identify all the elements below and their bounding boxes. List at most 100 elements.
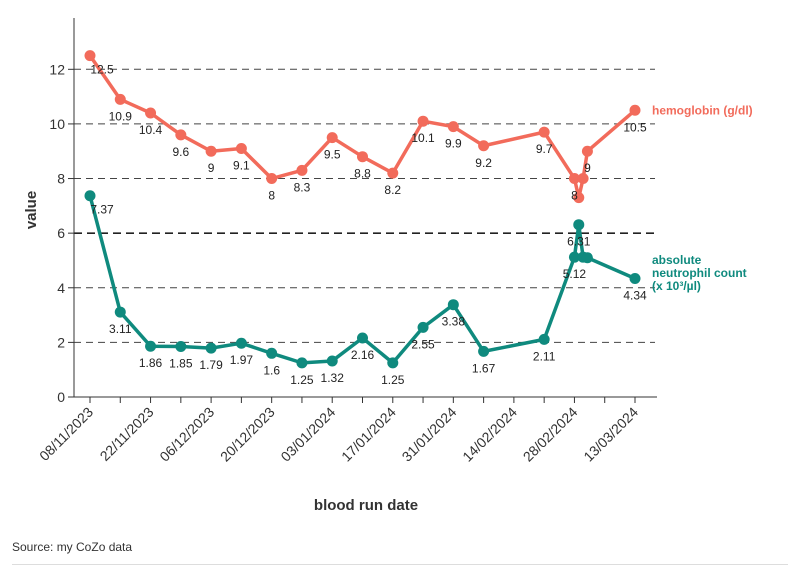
hemoglobin-point bbox=[175, 129, 187, 141]
neutrophil-data-label: 5.12 bbox=[563, 267, 587, 281]
neutrophil-point bbox=[235, 337, 247, 349]
neutrophil-data-label: 3.11 bbox=[109, 322, 132, 336]
neutrophil-point bbox=[205, 342, 217, 354]
neutrophil-point bbox=[581, 252, 593, 264]
hemoglobin-point bbox=[266, 173, 278, 185]
x-tick-label: 28/02/2024 bbox=[520, 404, 581, 465]
neutrophil-point bbox=[478, 345, 490, 357]
x-tick-label: 17/01/2024 bbox=[338, 404, 399, 465]
neutrophil-data-label: 6.31 bbox=[567, 235, 591, 249]
hemoglobin-data-label: 9.6 bbox=[172, 145, 189, 159]
y-tick-label: 4 bbox=[57, 280, 65, 296]
x-tick-label: 14/02/2024 bbox=[459, 404, 520, 465]
neutrophil-point bbox=[296, 357, 308, 369]
x-tick-label: 06/12/2023 bbox=[156, 404, 217, 465]
hemoglobin-point bbox=[573, 192, 585, 204]
hemoglobin-data-label: 10.5 bbox=[623, 120, 647, 134]
legend-neutrophil: (x 10³/µl) bbox=[652, 279, 701, 293]
neutrophil-point bbox=[538, 333, 550, 345]
hemoglobin-data-label: 9.5 bbox=[324, 148, 341, 162]
x-axis-title: blood run date bbox=[314, 497, 418, 514]
hemoglobin-data-label: 9.1 bbox=[233, 159, 250, 173]
neutrophil-point bbox=[114, 306, 126, 318]
neutrophil-data-label: 1.32 bbox=[321, 371, 345, 385]
hemoglobin-data-label: 9.7 bbox=[536, 142, 553, 156]
hemoglobin-data-label: 10.9 bbox=[109, 109, 133, 123]
hemoglobin-data-label: 9 bbox=[208, 161, 215, 175]
hemoglobin-data-label: 10.4 bbox=[139, 123, 163, 137]
neutrophil-data-label: 1.79 bbox=[199, 358, 223, 372]
hemoglobin-data-label: 12.5 bbox=[90, 63, 114, 77]
hemoglobin-point bbox=[387, 167, 399, 179]
hemoglobin-point bbox=[84, 50, 96, 62]
neutrophil-point bbox=[326, 355, 338, 367]
legend-hemoglobin: hemoglobin (g/dl) bbox=[652, 103, 753, 117]
x-tick-label: 13/03/2024 bbox=[580, 404, 641, 465]
neutrophil-data-label: 1.85 bbox=[169, 356, 193, 370]
hemoglobin-point bbox=[577, 173, 589, 185]
data-points bbox=[84, 50, 641, 369]
hemoglobin-data-label: 9.9 bbox=[445, 137, 462, 151]
data-labels: 12.5 10.9 10.4 9.6 9 9.1 8 8.3 9.5 8.8 8.2 10.1 9.9 9… bbox=[90, 63, 647, 387]
hemoglobin-data-label: 8 bbox=[571, 189, 578, 203]
hemoglobin-point bbox=[629, 104, 641, 116]
neutrophil-data-label: 3.38 bbox=[442, 315, 466, 329]
hemoglobin-data-label: 10.1 bbox=[411, 131, 435, 145]
hemoglobin-data-label: 9 bbox=[584, 161, 591, 175]
y-tick-label: 8 bbox=[57, 171, 65, 187]
hemoglobin-data-label: 8.3 bbox=[294, 180, 311, 194]
neutrophil-data-label: 1.6 bbox=[263, 363, 280, 377]
hemoglobin-point bbox=[478, 140, 490, 152]
x-tick-label: 22/11/2023 bbox=[97, 404, 157, 464]
hemoglobin-point bbox=[235, 143, 247, 154]
neutrophil-data-label: 1.25 bbox=[290, 373, 314, 387]
source-note: Source: my CoZo data bbox=[12, 540, 133, 554]
hemoglobin-point bbox=[538, 126, 550, 138]
neutrophil-data-label: 1.97 bbox=[230, 353, 254, 367]
neutrophil-point bbox=[145, 340, 157, 352]
neutrophil-point bbox=[568, 251, 580, 263]
hemoglobin-point bbox=[296, 164, 308, 176]
footer-divider bbox=[12, 564, 788, 565]
hemoglobin-data-label: 8.8 bbox=[354, 167, 371, 181]
grid-lines bbox=[74, 68, 655, 343]
hemoglobin-point bbox=[114, 93, 126, 105]
hemoglobin-point bbox=[326, 132, 338, 144]
hemoglobin-point bbox=[357, 151, 368, 163]
neutrophil-point bbox=[266, 347, 278, 359]
hemoglobin-data-label: 8 bbox=[268, 189, 275, 203]
y-tick-label: 12 bbox=[49, 61, 65, 77]
y-axis-title: value bbox=[23, 191, 40, 229]
hemoglobin-point bbox=[568, 173, 580, 185]
y-tick-label: 6 bbox=[57, 225, 65, 241]
x-tick-label: 08/11/2023 bbox=[36, 404, 96, 464]
y-tick-label: 10 bbox=[49, 116, 65, 132]
neutrophil-data-label: 2.55 bbox=[411, 337, 435, 351]
neutrophil-data-label: 2.16 bbox=[351, 348, 375, 362]
hemoglobin-point bbox=[145, 107, 157, 119]
legend-neutrophil: neutrophil count bbox=[652, 266, 747, 280]
y-tick-label: 0 bbox=[57, 389, 65, 405]
neutrophil-point bbox=[417, 321, 429, 333]
hemoglobin-point bbox=[205, 145, 217, 157]
neutrophil-point bbox=[84, 190, 96, 202]
x-tick-label: 20/12/2023 bbox=[217, 404, 278, 465]
neutrophil-point bbox=[629, 272, 641, 284]
legend-neutrophil: absolute bbox=[652, 253, 702, 267]
neutrophil-data-label: 7.37 bbox=[90, 203, 114, 217]
neutrophil-point bbox=[573, 219, 585, 231]
neutrophil-data-label: 4.34 bbox=[623, 288, 647, 302]
neutrophil-data-label: 1.67 bbox=[472, 361, 496, 375]
y-tick-label: 2 bbox=[57, 334, 65, 350]
x-tick-label: 03/01/2024 bbox=[277, 404, 338, 465]
x-tick-label: 31/01/2024 bbox=[399, 404, 460, 465]
neutrophil-point bbox=[447, 299, 459, 311]
hemoglobin-point bbox=[581, 145, 593, 157]
neutrophil-point bbox=[357, 332, 368, 344]
neutrophil-data-label: 2.11 bbox=[533, 349, 556, 363]
hemoglobin-point bbox=[447, 121, 459, 133]
neutrophil-point bbox=[175, 340, 187, 352]
